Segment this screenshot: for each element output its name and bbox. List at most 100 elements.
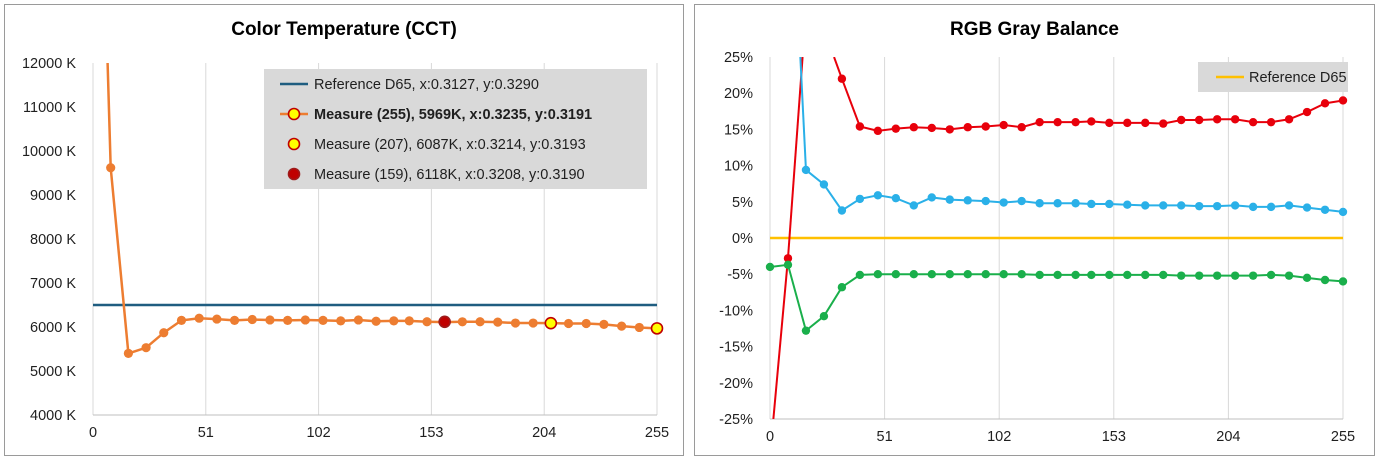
rgb-green-data-point	[1159, 270, 1168, 280]
rgb-green-data-point	[1320, 275, 1330, 285]
rgb-blue-data-point	[999, 198, 1008, 207]
rgb-blue-data-point	[1248, 202, 1258, 212]
cct-legend-swatch-yellow	[287, 137, 301, 151]
rgb-red-data-point	[1248, 117, 1258, 127]
rgb-x-tick-label: 51	[877, 429, 893, 445]
cct-chart-title: Color Temperature (CCT)	[231, 19, 457, 40]
cct-legend-label: Reference D65, x:0.3127, y:0.3290	[314, 77, 539, 93]
rgb-red-data-point	[909, 123, 919, 132]
rgb-red-data-point	[981, 122, 990, 131]
rgb-green-data-point	[1302, 273, 1312, 283]
rgb-blue-data-point	[819, 180, 829, 189]
rgb-blue-data-point	[1266, 202, 1276, 212]
rgb-green-data-point	[891, 270, 901, 279]
rgb-green-data-point	[1053, 270, 1062, 280]
rgb-red-data-point	[1338, 96, 1348, 105]
rgb-red-data-point	[783, 254, 793, 263]
rgb-green-data-point	[783, 260, 793, 269]
cct-data-point	[493, 317, 503, 327]
rgb-red-data-point	[1177, 115, 1186, 125]
rgb-red-data-point	[945, 125, 954, 134]
cct-data-point	[422, 317, 432, 327]
cct-data-point	[371, 316, 381, 326]
rgb-blue-data-point	[1177, 201, 1186, 210]
cct-highlight-point	[438, 315, 451, 329]
cct-legend-box	[264, 69, 647, 189]
cct-x-tick-label: 0	[89, 425, 97, 441]
rgb-red-data-point	[1230, 115, 1240, 124]
rgb-green-data-point	[1230, 271, 1240, 280]
rgb-red-data-point	[927, 123, 936, 133]
rgb-green-data-point	[1071, 270, 1080, 280]
cct-data-point	[599, 319, 609, 329]
rgb-blue-data-point	[981, 196, 990, 206]
rgb-blue-data-point	[1141, 201, 1150, 210]
rgb-green-data-point	[1141, 270, 1150, 280]
cct-data-point	[528, 318, 538, 328]
rgb-blue-data-point	[927, 193, 936, 202]
rgb-blue-data-point	[1087, 199, 1096, 209]
cct-data-point	[194, 313, 204, 323]
cct-x-tick-label: 102	[306, 425, 330, 441]
cct-data-point	[176, 315, 187, 325]
rgb-green-data-point	[1266, 270, 1276, 280]
rgb-green-data-point	[909, 270, 919, 279]
rgb-blue-data-point	[801, 165, 811, 175]
cct-y-tick-label: 5000 K	[30, 364, 76, 380]
rgb-y-tick-label: -20%	[719, 376, 753, 392]
rgb-green-data-point	[1338, 277, 1348, 286]
rgb-green-data-point	[837, 283, 847, 292]
rgb-y-tick-label: -5%	[727, 267, 753, 283]
rgb-y-tick-label: 10%	[724, 159, 753, 175]
rgb-green-data-point	[1035, 270, 1044, 280]
rgb-green-data-point	[1123, 270, 1132, 280]
cct-data-point	[404, 316, 414, 326]
cct-data-point	[300, 315, 310, 325]
rgb-y-tick-label: 20%	[724, 86, 753, 102]
rgb-red-data-point	[999, 120, 1008, 130]
rgb-green-data-point	[765, 262, 775, 272]
rgb-green-data-point	[801, 326, 811, 335]
cct-data-point	[212, 314, 222, 324]
rgb-red-data-point	[837, 74, 847, 83]
cct-data-point	[229, 315, 240, 325]
rgb-blue-data-point	[1194, 201, 1204, 211]
cct-data-point	[318, 315, 328, 325]
cct-data-point	[581, 318, 591, 329]
rgb-legend-label: Reference D65	[1249, 70, 1347, 86]
cct-data-point	[475, 317, 485, 327]
rgb-x-tick-label: 255	[1331, 429, 1355, 445]
rgb-blue-data-point	[1338, 207, 1348, 217]
rgb-y-tick-label: -15%	[719, 340, 753, 356]
cct-data-point	[336, 316, 346, 326]
rgb-green-data-point	[1087, 270, 1096, 280]
cct-data-point	[123, 348, 133, 358]
cct-chart-panel: Color Temperature (CCT) 0 51 102 153 204 255 4…	[4, 4, 684, 456]
cct-data-point	[159, 328, 169, 338]
rgb-blue-data-point	[1284, 201, 1294, 210]
rgb-x-tick-label: 153	[1102, 429, 1126, 445]
cct-y-tick-label: 10000 K	[22, 144, 76, 160]
rgb-red-data-point	[1159, 119, 1168, 128]
rgb-red-data-point	[855, 122, 865, 131]
rgb-red-line	[772, 258, 789, 419]
rgb-blue-data-point	[1159, 201, 1168, 210]
rgb-red-data-point	[1302, 107, 1312, 117]
rgb-blue-data-point	[1071, 199, 1080, 208]
cct-y-tick-label: 7000 K	[30, 276, 76, 292]
rgb-y-tick-label: -25%	[719, 412, 753, 428]
rgb-x-tick-label: 0	[766, 429, 774, 445]
cct-data-point	[617, 321, 627, 331]
rgb-green-data-point	[1284, 271, 1294, 280]
cct-data-point	[563, 318, 574, 329]
rgb-y-tick-label: -10%	[719, 303, 753, 319]
rgb-green-data-point	[1248, 271, 1258, 280]
cct-legend-label: Measure (159), 6118K, x:0.3208, y:0.3190	[314, 167, 585, 183]
rgb-red-data-point	[1053, 117, 1062, 127]
rgb-blue-data-point	[1017, 196, 1026, 206]
rgb-green-data-point	[1017, 270, 1026, 279]
rgb-y-tick-label: 0%	[732, 231, 753, 247]
cct-highlight-point	[544, 316, 558, 330]
cct-x-tick-label: 153	[419, 425, 443, 441]
rgb-green-data-point	[1212, 271, 1222, 280]
